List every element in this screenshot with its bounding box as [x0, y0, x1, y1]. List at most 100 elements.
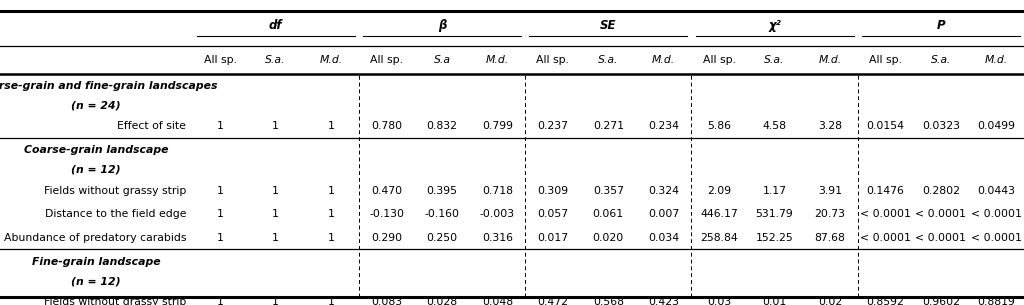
Text: < 0.0001: < 0.0001 [915, 209, 967, 219]
Text: (n = 12): (n = 12) [72, 276, 121, 286]
Text: 1: 1 [272, 209, 280, 219]
Text: 1: 1 [272, 297, 280, 305]
Text: 0.048: 0.048 [482, 297, 513, 305]
Text: All sp.: All sp. [869, 55, 902, 65]
Text: 0.0154: 0.0154 [866, 121, 904, 131]
Text: 0.2802: 0.2802 [922, 186, 959, 196]
Text: Abundance of predatory carabids: Abundance of predatory carabids [4, 233, 186, 243]
Text: 1: 1 [272, 121, 280, 131]
Text: 1: 1 [328, 233, 335, 243]
Text: 1: 1 [217, 121, 223, 131]
Text: S.a.: S.a. [265, 55, 286, 65]
Text: S.a.: S.a. [931, 55, 951, 65]
Text: 0.316: 0.316 [482, 233, 513, 243]
Text: 1: 1 [217, 186, 223, 196]
Text: χ²: χ² [768, 19, 781, 32]
Text: 0.007: 0.007 [648, 209, 679, 219]
Text: 1: 1 [272, 233, 280, 243]
Text: 0.8819: 0.8819 [977, 297, 1015, 305]
Text: < 0.0001: < 0.0001 [860, 233, 911, 243]
Text: Fields without grassy strip: Fields without grassy strip [44, 186, 186, 196]
Text: M.d.: M.d. [985, 55, 1008, 65]
Text: 0.083: 0.083 [371, 297, 402, 305]
Text: 0.309: 0.309 [538, 186, 568, 196]
Text: -0.160: -0.160 [425, 209, 460, 219]
Text: 1: 1 [328, 186, 335, 196]
Text: 0.290: 0.290 [371, 233, 402, 243]
Text: All sp.: All sp. [204, 55, 237, 65]
Text: S.a.: S.a. [764, 55, 784, 65]
Text: 0.020: 0.020 [593, 233, 624, 243]
Text: Effect of site: Effect of site [118, 121, 186, 131]
Text: 0.02: 0.02 [818, 297, 842, 305]
Text: -0.130: -0.130 [369, 209, 404, 219]
Text: 87.68: 87.68 [814, 233, 846, 243]
Text: (n = 24): (n = 24) [72, 101, 121, 111]
Text: 0.780: 0.780 [371, 121, 402, 131]
Text: < 0.0001: < 0.0001 [971, 209, 1022, 219]
Text: 0.832: 0.832 [426, 121, 458, 131]
Text: 0.250: 0.250 [426, 233, 458, 243]
Text: 0.718: 0.718 [482, 186, 513, 196]
Text: 1: 1 [272, 186, 280, 196]
Text: 2.09: 2.09 [707, 186, 731, 196]
Text: 0.061: 0.061 [593, 209, 624, 219]
Text: 0.423: 0.423 [648, 297, 679, 305]
Text: Coarse-grain landscape: Coarse-grain landscape [24, 145, 169, 155]
Text: 0.8592: 0.8592 [866, 297, 904, 305]
Text: All sp.: All sp. [537, 55, 569, 65]
Text: 0.237: 0.237 [538, 121, 568, 131]
Text: 3.91: 3.91 [818, 186, 842, 196]
Text: 1: 1 [328, 121, 335, 131]
Text: β: β [438, 19, 446, 32]
Text: 1: 1 [328, 209, 335, 219]
Text: 3.28: 3.28 [818, 121, 842, 131]
Text: 1: 1 [328, 297, 335, 305]
Text: 4.58: 4.58 [763, 121, 786, 131]
Text: 258.84: 258.84 [700, 233, 738, 243]
Text: 0.0499: 0.0499 [977, 121, 1015, 131]
Text: M.d.: M.d. [319, 55, 343, 65]
Text: 0.017: 0.017 [538, 233, 568, 243]
Text: 0.028: 0.028 [426, 297, 458, 305]
Text: M.d.: M.d. [652, 55, 675, 65]
Text: (n = 12): (n = 12) [72, 165, 121, 175]
Text: 0.01: 0.01 [763, 297, 786, 305]
Text: 0.9602: 0.9602 [922, 297, 959, 305]
Text: 1: 1 [217, 297, 223, 305]
Text: 1.17: 1.17 [763, 186, 786, 196]
Text: 0.0443: 0.0443 [977, 186, 1015, 196]
Text: 1: 1 [217, 209, 223, 219]
Text: 0.057: 0.057 [538, 209, 568, 219]
Text: 1: 1 [217, 233, 223, 243]
Text: df: df [269, 19, 283, 32]
Text: 0.568: 0.568 [593, 297, 624, 305]
Text: 0.1476: 0.1476 [866, 186, 904, 196]
Text: 531.79: 531.79 [756, 209, 794, 219]
Text: SE: SE [600, 19, 616, 32]
Text: All sp.: All sp. [702, 55, 735, 65]
Text: Fields without grassy strip: Fields without grassy strip [44, 297, 186, 305]
Text: M.d.: M.d. [485, 55, 509, 65]
Text: Coarse-grain and fine-grain landscapes: Coarse-grain and fine-grain landscapes [0, 81, 217, 91]
Text: Fine-grain landscape: Fine-grain landscape [32, 257, 161, 267]
Text: S.a.: S.a. [598, 55, 618, 65]
Text: 0.357: 0.357 [593, 186, 624, 196]
Text: 0.395: 0.395 [426, 186, 458, 196]
Text: S.a: S.a [433, 55, 451, 65]
Text: 0.799: 0.799 [482, 121, 513, 131]
Text: 0.034: 0.034 [648, 233, 679, 243]
Text: 0.470: 0.470 [371, 186, 402, 196]
Text: 152.25: 152.25 [756, 233, 794, 243]
Text: < 0.0001: < 0.0001 [915, 233, 967, 243]
Text: All sp.: All sp. [370, 55, 403, 65]
Text: 0.472: 0.472 [538, 297, 568, 305]
Text: 0.0323: 0.0323 [922, 121, 959, 131]
Text: P: P [937, 19, 945, 32]
Text: < 0.0001: < 0.0001 [971, 233, 1022, 243]
Text: 0.324: 0.324 [648, 186, 679, 196]
Text: 20.73: 20.73 [814, 209, 846, 219]
Text: M.d.: M.d. [818, 55, 842, 65]
Text: 5.86: 5.86 [708, 121, 731, 131]
Text: 0.234: 0.234 [648, 121, 679, 131]
